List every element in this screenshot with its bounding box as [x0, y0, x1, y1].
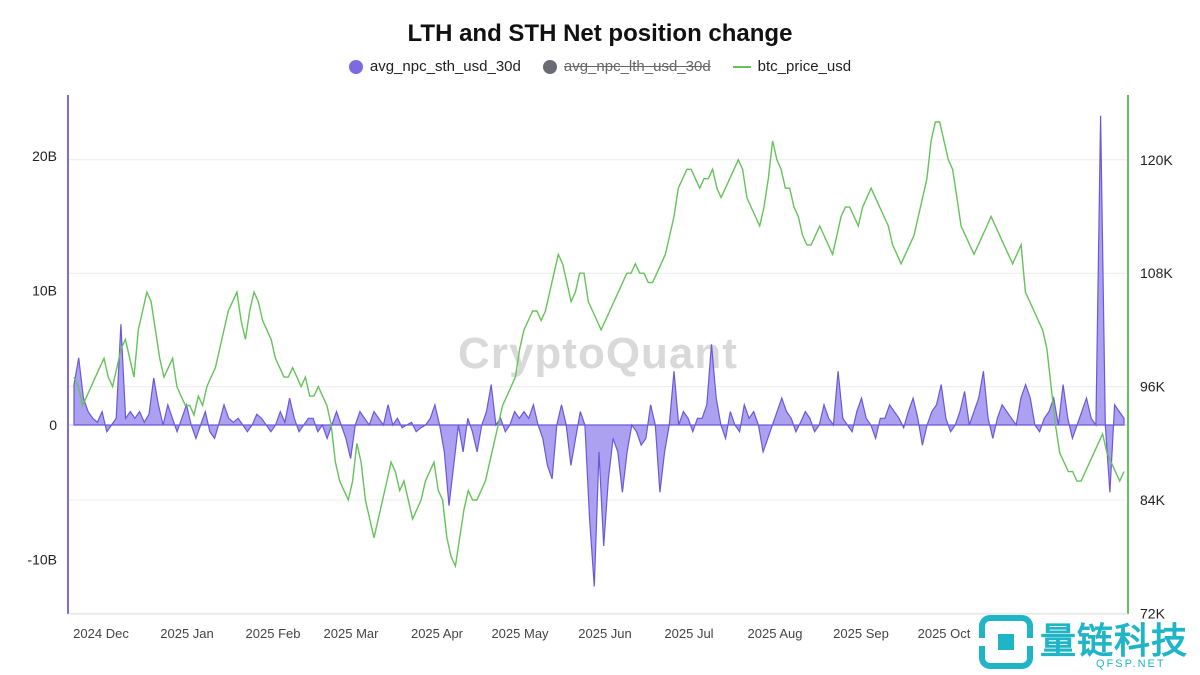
x-tick-6: 2025 Jun: [578, 626, 632, 641]
logo-english-text: QFSP.NET: [1096, 658, 1166, 670]
series-btc-price-line: [73, 121, 1125, 569]
y-right-tick-1: 108K: [1140, 265, 1173, 281]
x-tick-8: 2025 Aug: [748, 626, 803, 641]
legend-sth-label: avg_npc_sth_usd_30d: [369, 58, 521, 75]
legend: avg_npc_sth_usd_30d avg_npc_lth_usd_30d …: [0, 58, 1200, 75]
legend-lth-label: avg_npc_lth_usd_30d: [563, 58, 711, 75]
x-tick-7: 2025 Jul: [664, 626, 713, 641]
qfsp-logo-icon: [978, 615, 1034, 669]
y-left-tick-1: 10B: [32, 283, 57, 299]
legend-item-btc-price[interactable]: btc_price_usd: [732, 58, 852, 75]
y-left-tick-2: 0: [49, 417, 57, 433]
qfsp-logo: 量链科技 QFSP.NET: [978, 612, 1193, 672]
legend-sth-dot-icon: [348, 59, 363, 74]
y-right-tick-3: 84K: [1140, 492, 1166, 508]
logo-chinese-text: 量链科技: [1040, 621, 1189, 662]
legend-btc-line-icon: [732, 65, 751, 68]
x-tick-4: 2025 Apr: [411, 626, 464, 641]
x-tick-1: 2025 Jan: [160, 626, 214, 641]
legend-lth-dot-icon: [542, 59, 557, 74]
legend-item-lth[interactable]: avg_npc_lth_usd_30d: [542, 58, 711, 75]
legend-item-sth[interactable]: avg_npc_sth_usd_30d: [348, 58, 521, 75]
legend-btc-label: btc_price_usd: [757, 58, 852, 75]
x-tick-3: 2025 Mar: [324, 626, 380, 641]
y-right-tick-2: 96K: [1140, 379, 1166, 395]
chart-title: LTH and STH Net position change: [407, 20, 793, 47]
x-tick-9: 2025 Sep: [833, 626, 889, 641]
y-right-tick-0: 120K: [1140, 152, 1173, 168]
x-tick-5: 2025 May: [491, 626, 549, 641]
x-tick-2: 2025 Feb: [246, 626, 301, 641]
y-left-tick-0: 20B: [32, 148, 57, 164]
y-right-tick-4: 72K: [1140, 605, 1166, 621]
y-left-tick-3: -10B: [27, 552, 57, 568]
series-sth-area: [73, 115, 1125, 587]
watermark-text: CryptoQuant: [458, 329, 738, 378]
x-tick-0: 2024 Dec: [73, 626, 129, 641]
x-tick-10: 2025 Oct: [918, 626, 971, 641]
